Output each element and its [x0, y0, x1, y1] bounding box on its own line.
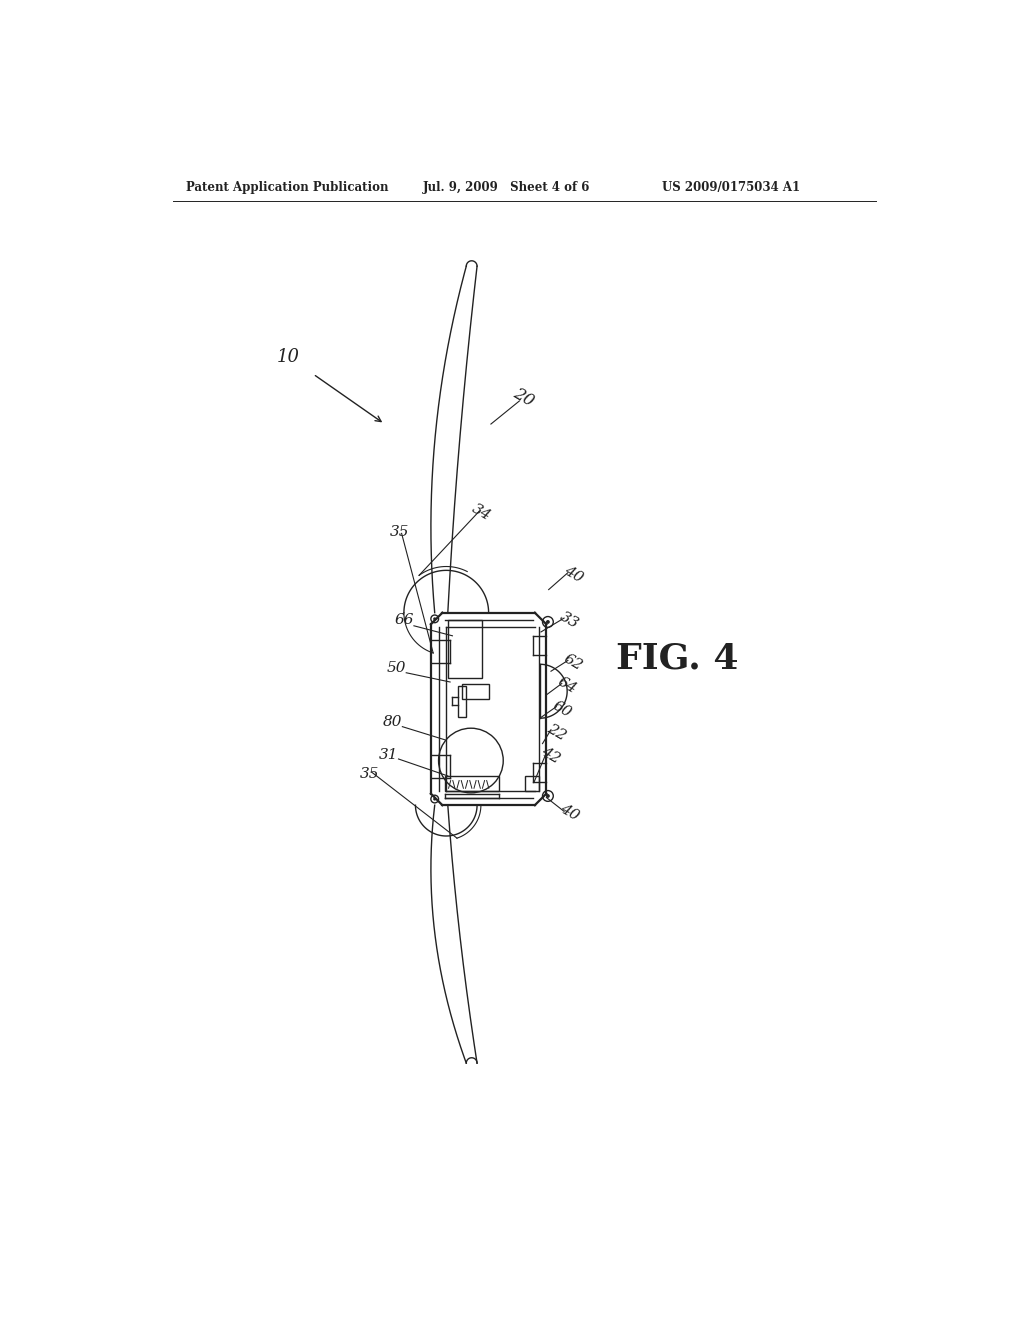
Text: 40: 40: [561, 564, 586, 585]
Bar: [447, 620, 482, 678]
Text: Jul. 9, 2009   Sheet 4 of 6: Jul. 9, 2009 Sheet 4 of 6: [423, 181, 591, 194]
Text: 62: 62: [561, 652, 586, 673]
Circle shape: [433, 618, 436, 620]
Text: 40: 40: [557, 803, 582, 824]
Text: 34: 34: [470, 502, 494, 524]
Text: 35: 35: [390, 525, 410, 539]
Text: 35: 35: [359, 767, 379, 781]
Text: 50: 50: [386, 661, 406, 675]
Text: 10: 10: [276, 348, 300, 366]
Bar: [458, 686, 466, 717]
Bar: [524, 776, 539, 792]
Text: US 2009/0175034 A1: US 2009/0175034 A1: [662, 181, 800, 194]
Text: Patent Application Publication: Patent Application Publication: [186, 181, 388, 194]
Text: 66: 66: [394, 614, 414, 627]
Bar: [444, 776, 499, 792]
Text: 80: 80: [383, 715, 402, 729]
Circle shape: [546, 620, 550, 624]
Text: 42: 42: [539, 744, 563, 766]
Text: 22: 22: [545, 721, 568, 743]
Bar: [462, 684, 488, 700]
Circle shape: [546, 795, 550, 797]
Circle shape: [433, 797, 436, 800]
Text: 33: 33: [557, 610, 582, 631]
Text: 31: 31: [379, 748, 398, 762]
Text: 20: 20: [510, 384, 537, 409]
Text: 60: 60: [550, 698, 573, 719]
Text: FIG. 4: FIG. 4: [616, 642, 738, 676]
Text: 64: 64: [555, 675, 580, 697]
